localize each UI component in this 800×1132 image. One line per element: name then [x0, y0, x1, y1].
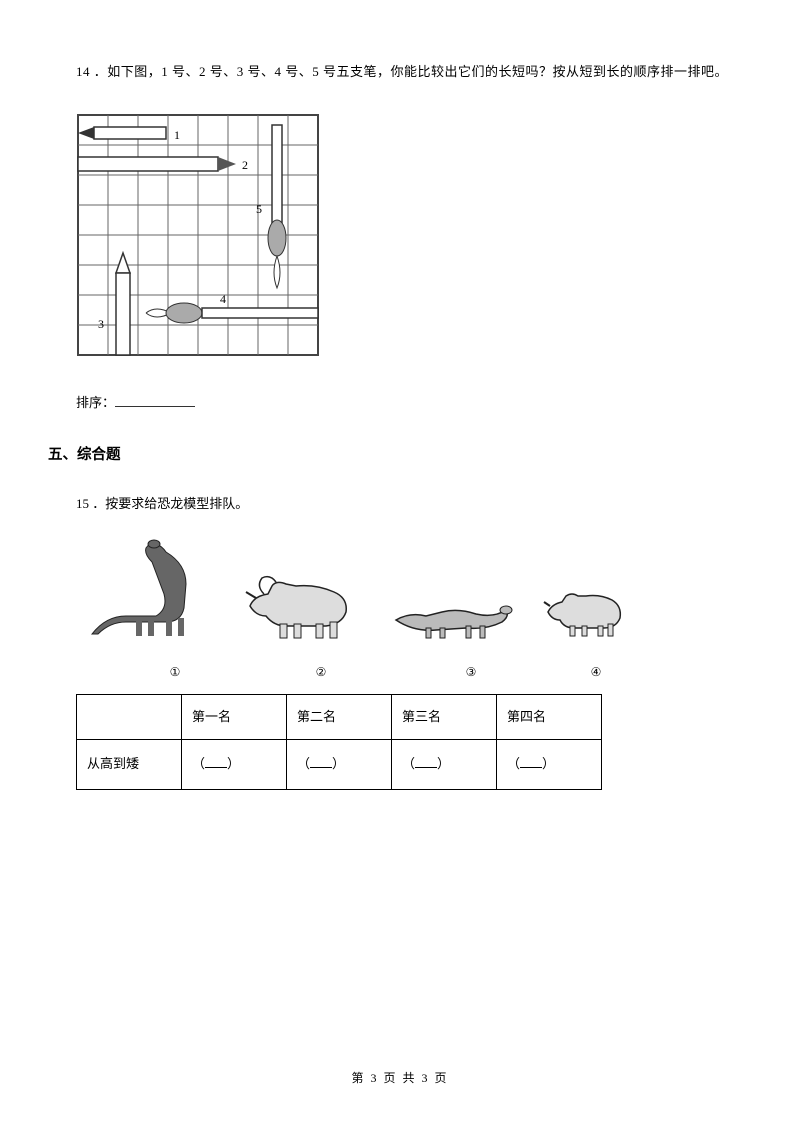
dino-circled-labels: ① ② ③ ④: [76, 661, 752, 684]
sort-blank[interactable]: [115, 393, 195, 407]
table-data-row: 从高到矮 （） （） （） （）: [77, 740, 602, 790]
dino-3: [396, 606, 512, 638]
sort-answer-line: 排序：: [76, 391, 752, 416]
cell-2[interactable]: （）: [287, 740, 392, 790]
cell-4[interactable]: （）: [497, 740, 602, 790]
ranking-table: 第一名 第二名 第三名 第四名 从高到矮 （） （） （） （）: [76, 694, 602, 790]
th-4: 第四名: [497, 694, 602, 740]
svg-text:2: 2: [242, 158, 248, 172]
svg-text:4: 4: [220, 292, 226, 306]
dino-label-2: ②: [216, 661, 356, 684]
cell-3[interactable]: （）: [392, 740, 497, 790]
pencil-1: 1: [78, 127, 180, 142]
table-header-row: 第一名 第二名 第三名 第四名: [77, 694, 602, 740]
dino-label-1: ①: [76, 661, 216, 684]
dino-2: [246, 577, 346, 638]
th-1: 第一名: [182, 694, 287, 740]
dino-label-4: ④: [506, 661, 626, 684]
dino-label-3: ③: [356, 661, 506, 684]
svg-text:3: 3: [98, 317, 104, 331]
sort-label: 排序：: [76, 395, 115, 410]
q14-text: 14 ．如下图，1 号、2 号、3 号、4 号、5 号五支笔，你能比较出它们的长…: [76, 60, 752, 85]
th-2: 第二名: [287, 694, 392, 740]
svg-text:5: 5: [256, 202, 262, 216]
dinosaur-row: [76, 534, 752, 653]
cell-1[interactable]: （）: [182, 740, 287, 790]
th-3: 第三名: [392, 694, 497, 740]
dino-4: [544, 594, 620, 636]
svg-text:1: 1: [174, 128, 180, 142]
q15-text: 15 ．按要求给恐龙模型排队。: [76, 492, 752, 517]
section-5-title: 五、综合题: [48, 442, 752, 470]
dino-1: [92, 540, 186, 636]
th-blank: [77, 694, 182, 740]
pencil-grid-figure: 1 2 5 3 4: [76, 113, 752, 370]
page-footer: 第 3 页 共 3 页: [0, 1067, 800, 1090]
row-label: 从高到矮: [77, 740, 182, 790]
